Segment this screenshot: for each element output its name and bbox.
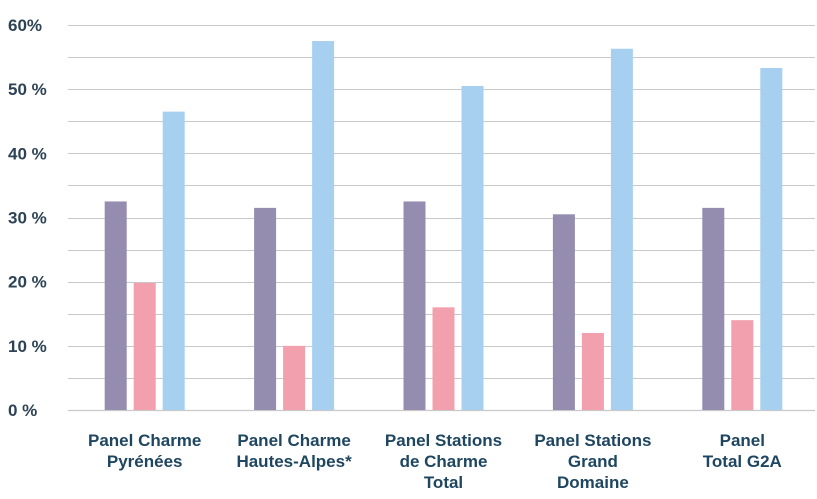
- bar: [104, 201, 127, 410]
- y-tick-label: 60%: [8, 16, 42, 35]
- x-tick-label-line: Panel Charme: [237, 431, 350, 450]
- x-axis-labels: Panel Charme Pyrénées Panel Charme Hautes-A…: [88, 431, 782, 492]
- bar: [162, 111, 185, 410]
- gridlines: [68, 25, 815, 412]
- bar: [552, 214, 575, 410]
- y-tick-label: 30 %: [8, 209, 47, 228]
- bar: [403, 201, 426, 410]
- bar: [731, 320, 754, 410]
- x-tick-label-line: Panel Charme: [88, 431, 201, 450]
- x-tick-label-line: Total: [424, 473, 463, 492]
- bar: [254, 207, 277, 410]
- bar: [461, 85, 484, 410]
- bar: [432, 307, 455, 410]
- y-tick-label: 50 %: [8, 80, 47, 99]
- x-tick-label: Panel Charme Hautes-Alpes*: [236, 431, 352, 471]
- bar: [283, 345, 306, 410]
- x-tick-label-line: Grand: [568, 452, 618, 471]
- x-tick-label-line: de Charme: [400, 452, 488, 471]
- x-tick-label-line: Hautes-Alpes*: [236, 452, 352, 471]
- x-tick-label-line: Pyrénées: [107, 452, 183, 471]
- bar: [581, 333, 604, 410]
- x-tick-label-line: Panel: [720, 431, 765, 450]
- y-tick-label: 40 %: [8, 144, 47, 163]
- x-tick-label-line: Domaine: [557, 473, 629, 492]
- x-tick-label-line: Panel Stations: [534, 431, 651, 450]
- bar: [760, 67, 783, 410]
- x-tick-label-line: Total G2A: [703, 452, 782, 471]
- x-tick-label-line: Panel Stations: [385, 431, 502, 450]
- bars: [104, 41, 783, 411]
- x-tick-label: Panel Total G2A: [703, 431, 782, 471]
- bar: [133, 282, 156, 410]
- y-axis-labels: 0 % 10 % 20 % 30 % 40 % 50 % 60%: [8, 16, 47, 420]
- bar: [312, 41, 335, 411]
- x-tick-label: Panel Stations de Charme Total: [385, 431, 502, 492]
- y-tick-label: 10 %: [8, 337, 47, 356]
- bar: [702, 207, 725, 410]
- x-tick-label: Panel Stations Grand Domaine: [534, 431, 651, 492]
- y-tick-label: 0 %: [8, 401, 37, 420]
- x-tick-label: Panel Charme Pyrénées: [88, 431, 201, 471]
- bar: [610, 48, 633, 410]
- y-tick-label: 20 %: [8, 273, 47, 292]
